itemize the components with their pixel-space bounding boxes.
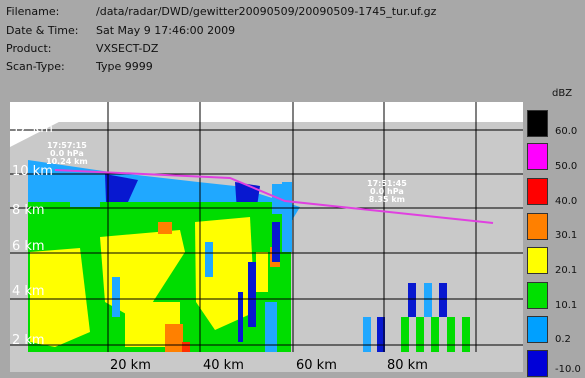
x-label-40km: 40 km <box>203 358 244 372</box>
product-label: Product: <box>6 42 52 55</box>
legend-value-20: 20.1 <box>555 265 578 276</box>
legend-swatch-40 <box>527 178 548 205</box>
scantype-label: Scan-Type: <box>6 60 65 73</box>
datetime-value: Sat May 9 17:46:00 2009 <box>96 24 236 37</box>
y-label-2km: 2 km <box>12 333 45 348</box>
y-label-4km: 4 km <box>12 284 45 299</box>
grid-lines <box>10 102 523 372</box>
legend-value-10: 10.1 <box>555 300 578 311</box>
radar-image <box>10 102 523 372</box>
track-marker-2-altitude: 8.35 km <box>368 195 405 204</box>
track-marker-1-time: 17:57:15 <box>46 141 87 150</box>
track-marker-2-pressure: 0.0 hPa <box>370 187 404 196</box>
datetime-label: Date & Time: <box>6 24 79 37</box>
y-label-10km: 10 km <box>12 164 53 179</box>
x-label-80km: 80 km <box>387 358 428 372</box>
legend-value-60: 60.0 <box>555 126 578 137</box>
scantype-value: Type 9999 <box>96 60 153 73</box>
track-marker-1-altitude: 10.24 km <box>46 157 88 166</box>
legend-swatch-30 <box>527 213 548 240</box>
legend-value-0: 0.2 <box>555 334 571 345</box>
legend-value-30: 30.1 <box>555 230 578 241</box>
legend-swatch-50 <box>527 143 548 170</box>
filename-label: Filename: <box>6 5 60 18</box>
track-marker-2: 17:51:45 0.0 hPa 8.35 km <box>367 180 407 204</box>
y-label-8km: 8 km <box>12 203 45 218</box>
legend-swatch-20 <box>527 247 548 274</box>
product-value: VXSECT-DZ <box>96 42 159 55</box>
filename-value: /data/radar/DWD/gewitter20090509/2009050… <box>96 5 437 18</box>
legend-value-50: 50.0 <box>555 161 578 172</box>
y-label-12km: 12 km <box>12 121 53 136</box>
x-label-20km: 20 km <box>110 358 151 372</box>
legend-swatch-10 <box>527 282 548 309</box>
y-label-6km: 6 km <box>12 239 45 254</box>
track-marker-2-time: 17:51:45 <box>367 179 407 188</box>
legend-swatch-minus10 <box>527 350 548 377</box>
x-label-60km: 60 km <box>296 358 337 372</box>
legend-value-40: 40.0 <box>555 196 578 207</box>
cross-section-plot[interactable]: 2 km 4 km 6 km 8 km 10 km 12 km 20 km 40… <box>10 102 523 372</box>
track-marker-1: 17:57:15 0.0 hPa 10.24 km <box>46 142 88 166</box>
legend-swatch-0 <box>527 316 548 343</box>
legend-swatch-60 <box>527 110 548 137</box>
legend-value-minus10: -10.0 <box>555 364 581 375</box>
track-marker-1-pressure: 0.0 hPa <box>50 149 84 158</box>
flight-track-line <box>54 169 494 224</box>
legend-units: dBZ <box>552 88 573 99</box>
